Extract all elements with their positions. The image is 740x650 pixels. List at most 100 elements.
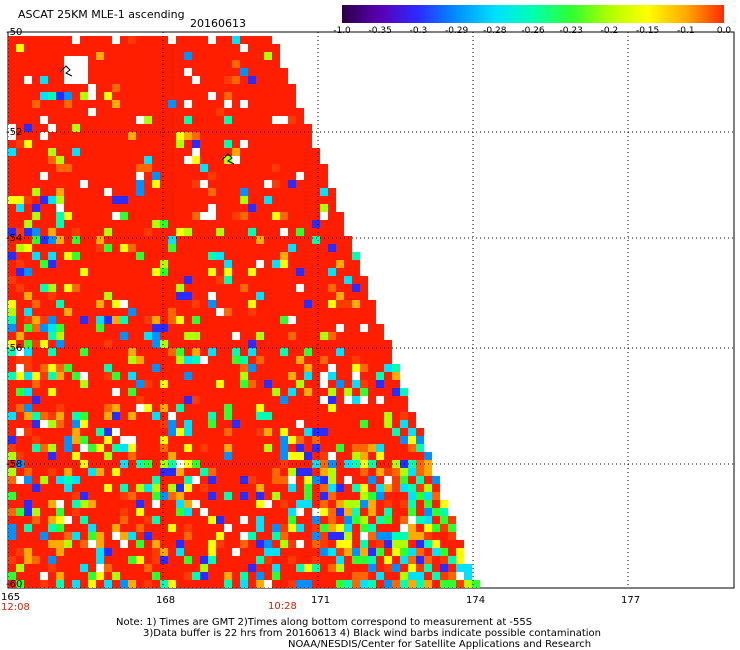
swath-cell: [280, 92, 288, 100]
swath-cell: [56, 492, 64, 500]
swath-cell: [432, 500, 440, 508]
swath-cell: [296, 204, 304, 212]
swath-cell: [16, 404, 24, 412]
swath-cell: [272, 468, 280, 476]
swath-cell: [40, 548, 48, 556]
swath-cell: [104, 172, 112, 180]
swath-cell: [256, 108, 264, 116]
swath-cell: [168, 260, 176, 268]
swath-cell: [240, 284, 248, 292]
swath-cell: [392, 500, 400, 508]
swath-cell: [80, 172, 88, 180]
swath-cell: [320, 284, 328, 292]
swath-cell: [336, 412, 344, 420]
swath-cell: [336, 308, 344, 316]
swath-cell: [120, 220, 128, 228]
swath-cell: [72, 220, 80, 228]
swath-cell: [144, 108, 152, 116]
swath-cell: [32, 580, 40, 588]
swath-cell: [16, 572, 24, 580]
swath-cell: [288, 436, 296, 444]
swath-cell: [256, 380, 264, 388]
swath-cell: [312, 156, 320, 164]
swath-cell: [80, 404, 88, 412]
swath-cell: [168, 84, 176, 92]
swath-cell: [352, 348, 360, 356]
swath-cell: [184, 52, 192, 60]
swath-cell: [184, 404, 192, 412]
swath-cell: [24, 276, 32, 284]
swath-cell: [168, 308, 176, 316]
swath-cell: [288, 268, 296, 276]
swath-cell: [232, 404, 240, 412]
swath-cell: [64, 260, 72, 268]
swath-cell: [272, 388, 280, 396]
swath-cell: [304, 372, 312, 380]
contamination-barbs: [59, 65, 235, 165]
swath-cell: [424, 524, 432, 532]
swath-cell: [104, 364, 112, 372]
swath-cell: [144, 412, 152, 420]
swath-cell: [344, 244, 352, 252]
swath-cell: [72, 268, 80, 276]
swath-cell: [288, 228, 296, 236]
swath-cell: [264, 340, 272, 348]
swath-cell: [104, 108, 112, 116]
swath-cell: [208, 100, 216, 108]
swath-cell: [240, 52, 248, 60]
swath-cell: [176, 36, 184, 44]
swath-cell: [112, 572, 120, 580]
swath-cell: [400, 412, 408, 420]
swath-cell: [344, 420, 352, 428]
swath-cell: [136, 156, 144, 164]
swath-cell: [440, 532, 448, 540]
swath-cell: [312, 492, 320, 500]
swath-cell: [160, 92, 168, 100]
swath-cell: [56, 532, 64, 540]
swath-cell: [408, 452, 416, 460]
swath-cell: [408, 580, 416, 588]
swath-cell: [184, 204, 192, 212]
swath-cell: [248, 364, 256, 372]
swath-cell: [120, 188, 128, 196]
swath-cell: [192, 132, 200, 140]
swath-cell: [328, 412, 336, 420]
swath-cell: [32, 196, 40, 204]
swath-cell: [208, 308, 216, 316]
swath-cell: [144, 452, 152, 460]
swath-cell: [80, 508, 88, 516]
swath-cell: [184, 556, 192, 564]
swath-cell: [232, 100, 240, 108]
swath-cell: [24, 292, 32, 300]
swath-cell: [176, 108, 184, 116]
swath-cell: [8, 548, 16, 556]
swath-cell: [288, 572, 296, 580]
swath-cell: [112, 76, 120, 84]
swath-cell: [264, 228, 272, 236]
swath-cell: [136, 124, 144, 132]
swath-cell: [456, 556, 464, 564]
swath-cell: [256, 308, 264, 316]
swath-cell: [272, 380, 280, 388]
swath-cell: [200, 132, 208, 140]
swath-cell: [368, 428, 376, 436]
swath-cell: [192, 52, 200, 60]
swath-cell: [104, 540, 112, 548]
swath-cell: [296, 540, 304, 548]
swath-cell: [56, 556, 64, 564]
swath-cell: [264, 436, 272, 444]
swath-cell: [64, 188, 72, 196]
swath-cell: [16, 428, 24, 436]
swath-cell: [216, 548, 224, 556]
swath-cell: [104, 228, 112, 236]
swath-cell: [264, 148, 272, 156]
swath-cell: [96, 212, 104, 220]
swath-cell: [40, 444, 48, 452]
swath-cell: [32, 108, 40, 116]
swath-cell: [200, 412, 208, 420]
swath-cell: [264, 580, 272, 588]
swath-cell: [88, 452, 96, 460]
swath-cell: [152, 276, 160, 284]
swath-cell: [8, 236, 16, 244]
swath-cell: [240, 388, 248, 396]
